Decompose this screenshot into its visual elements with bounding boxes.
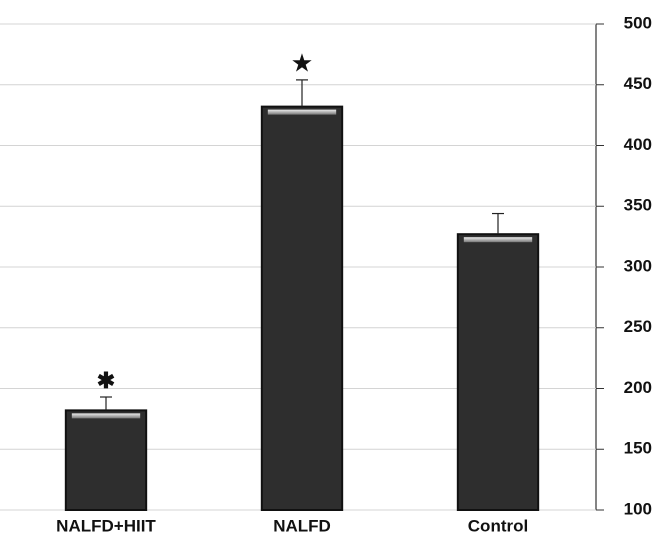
y-tick-label: 450 <box>624 74 652 93</box>
bar-highlight <box>464 237 532 242</box>
y-tick-label: 500 <box>624 13 652 32</box>
bar <box>262 107 342 510</box>
y-tick-label: 300 <box>624 256 652 275</box>
y-tick-label: 250 <box>624 317 652 336</box>
x-tick-label: Control <box>468 516 528 535</box>
significance-mark: ✱ <box>97 368 115 393</box>
x-tick-label: NALFD <box>273 516 331 535</box>
x-tick-label: NALFD+HIIT <box>56 516 156 535</box>
y-tick-label: 200 <box>624 378 652 397</box>
bar <box>66 410 146 510</box>
significance-mark: ★ <box>292 51 312 76</box>
y-tick-label: 100 <box>624 499 652 518</box>
page: 100 150 200 250 300 350 400 450 500 ✱ NALFD+HIIT ★ N… <box>0 0 656 537</box>
bar <box>458 234 538 510</box>
bar-highlight <box>72 413 140 418</box>
chart: 100 150 200 250 300 350 400 450 500 ✱ NALFD+HIIT ★ N… <box>0 0 656 537</box>
y-tick-label: 350 <box>624 196 652 215</box>
y-tick-label: 150 <box>624 439 652 458</box>
y-tick-label: 400 <box>624 135 652 154</box>
bar-highlight <box>268 110 336 115</box>
